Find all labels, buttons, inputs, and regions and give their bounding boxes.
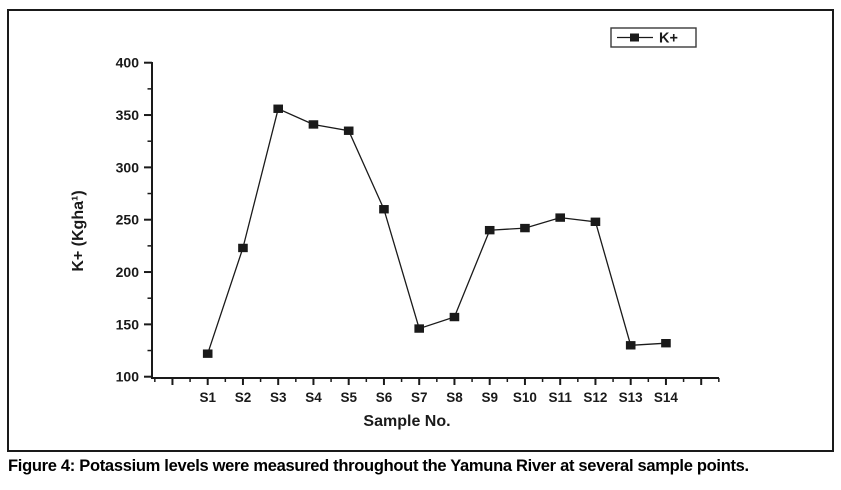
data-point-S14: [661, 339, 671, 348]
x-tick-label: S3: [270, 390, 287, 405]
data-point-S8: [449, 312, 460, 322]
legend-box: [610, 27, 697, 48]
y-axis-title: K+ (Kgha¹): [70, 190, 87, 271]
x-axis-title: Sample No.: [363, 413, 450, 430]
data-point-S2: [238, 243, 248, 253]
y-tick-label: 200: [116, 264, 140, 280]
data-point-S12: [590, 217, 601, 226]
figure-caption: Figure 4: Potassium levels were measured…: [8, 457, 749, 475]
x-tick-label: S7: [411, 390, 428, 405]
data-point-S13: [625, 341, 636, 350]
data-point-S9: [484, 225, 495, 235]
y-tick-label: 350: [116, 107, 140, 123]
y-tick-label: 250: [116, 212, 140, 228]
x-tick-label: S9: [481, 390, 498, 405]
x-tick-label: S12: [583, 390, 607, 405]
y-tick-label: 300: [116, 159, 140, 175]
x-tick-label: S14: [654, 390, 679, 405]
data-point-S10: [520, 223, 530, 233]
data-point-S11: [555, 213, 565, 222]
figure-frame: 100 150 200 250 300 350 400 S1 S2 S3 S4 S5 S6 S7 S8 S9 S…: [7, 9, 834, 452]
legend-marker-square: [630, 33, 639, 42]
x-tick-label: S2: [235, 390, 252, 405]
data-point-S1: [202, 349, 213, 358]
x-tick-label: S1: [199, 390, 216, 405]
y-tick-label: 100: [116, 369, 140, 385]
series-line-K+: [207, 107, 667, 354]
y-tick-label: 150: [116, 316, 140, 332]
x-tick-label: S6: [376, 390, 393, 405]
potassium-line-chart: 100 150 200 250 300 350 400 S1 S2 S3 S4 S5 S6 S7 S8 S9 S…: [70, 27, 720, 430]
x-tick-label: S4: [305, 390, 322, 405]
y-tick-label: 400: [116, 55, 140, 71]
x-tick-label: S10: [513, 390, 537, 405]
x-tick-label: S11: [549, 390, 573, 405]
x-tick-label: S8: [446, 390, 463, 405]
data-point-S6: [379, 205, 389, 214]
data-point-S5: [343, 126, 354, 135]
data-point-S4: [308, 120, 319, 129]
data-point-S3: [273, 104, 283, 113]
legend-label-K+: K+: [659, 31, 678, 47]
x-tick-label: S5: [340, 390, 357, 405]
x-tick-label: S13: [619, 390, 644, 405]
data-point-S7: [414, 324, 424, 333]
